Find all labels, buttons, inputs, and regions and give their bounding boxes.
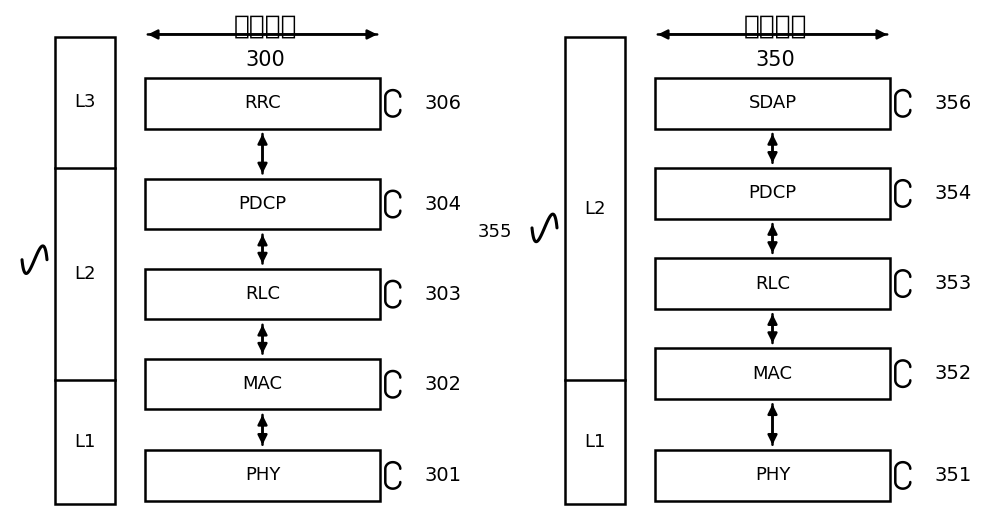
Text: 304: 304: [424, 195, 461, 214]
Bar: [655, 349, 890, 399]
Text: 301: 301: [424, 466, 461, 485]
Text: 306: 306: [424, 94, 461, 113]
Text: 302: 302: [424, 375, 461, 394]
Bar: [145, 179, 380, 229]
Text: MAC: MAC: [753, 365, 792, 383]
Text: MAC: MAC: [242, 375, 282, 393]
Bar: [145, 78, 380, 128]
Text: PHY: PHY: [245, 466, 280, 484]
Text: RLC: RLC: [245, 285, 280, 303]
Bar: [655, 450, 890, 500]
Bar: [55, 37, 115, 503]
Text: L1: L1: [74, 432, 96, 450]
Text: PDCP: PDCP: [238, 195, 287, 213]
Bar: [145, 269, 380, 319]
Text: RRC: RRC: [244, 94, 281, 112]
Text: L1: L1: [584, 432, 606, 450]
Text: 300: 300: [245, 50, 285, 70]
Text: 354: 354: [934, 184, 971, 203]
Text: 355: 355: [478, 223, 512, 241]
Text: 303: 303: [424, 285, 461, 304]
Bar: [565, 37, 625, 503]
Text: 350: 350: [755, 50, 795, 70]
Text: 用户平面: 用户平面: [743, 13, 807, 39]
Text: L3: L3: [74, 93, 96, 111]
Bar: [145, 450, 380, 500]
Text: PHY: PHY: [755, 466, 790, 484]
Text: 353: 353: [934, 274, 971, 293]
Text: SDAP: SDAP: [748, 94, 797, 112]
Bar: [145, 359, 380, 409]
Text: PDCP: PDCP: [748, 184, 797, 202]
Text: L2: L2: [584, 199, 606, 217]
Text: RLC: RLC: [755, 275, 790, 293]
Text: 控制平面: 控制平面: [233, 13, 297, 39]
Text: 356: 356: [934, 94, 971, 113]
Text: 352: 352: [934, 364, 971, 383]
Text: L2: L2: [74, 265, 96, 283]
Text: 351: 351: [934, 466, 971, 485]
Bar: [655, 258, 890, 308]
Bar: [655, 78, 890, 128]
Bar: [655, 169, 890, 218]
Text: 305: 305: [0, 255, 2, 273]
